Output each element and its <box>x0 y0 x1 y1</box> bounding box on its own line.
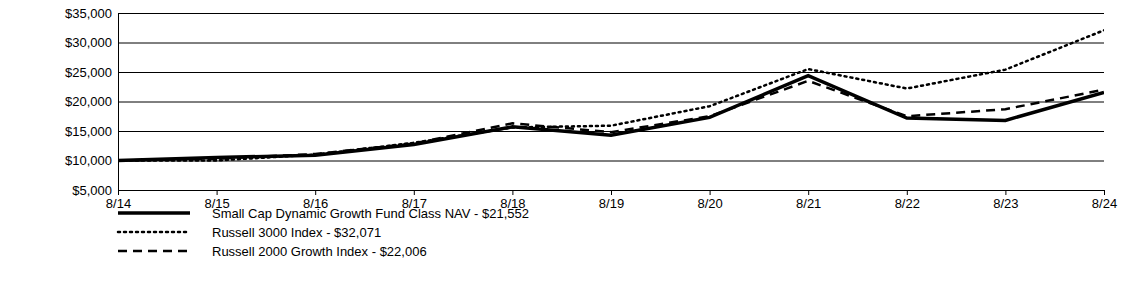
y-tick: $25,000 <box>65 65 1104 80</box>
x-tick-mark <box>315 190 316 195</box>
legend-swatch <box>118 211 190 215</box>
x-tick: 8/19 <box>599 190 624 211</box>
x-tick-label: 8/23 <box>993 196 1018 211</box>
x-tick-label: 8/21 <box>796 196 821 211</box>
x-tick: 8/14 <box>106 190 131 211</box>
x-tick-label: 8/22 <box>895 196 920 211</box>
legend: Small Cap Dynamic Growth Fund Class NAV … <box>118 206 529 259</box>
lines <box>118 30 1104 160</box>
legend-item: Russell 2000 Growth Index - $22,006 <box>118 244 427 259</box>
x-tick: 8/21 <box>796 190 821 211</box>
x-tick-mark <box>118 190 119 195</box>
x-tick: 8/22 <box>895 190 920 211</box>
legend-item: Small Cap Dynamic Growth Fund Class NAV … <box>118 206 529 221</box>
series-line <box>118 81 1104 161</box>
y-tick-label: $30,000 <box>65 35 112 50</box>
grid-line <box>118 13 1104 14</box>
x-tick-mark <box>808 190 809 195</box>
x-tick: 8/23 <box>993 190 1018 211</box>
legend-swatch <box>118 231 190 234</box>
legend-label: Small Cap Dynamic Growth Fund Class NAV … <box>212 206 529 221</box>
grid-line <box>118 72 1104 73</box>
y-tick-label: $20,000 <box>65 94 112 109</box>
x-tick-mark <box>1104 190 1105 195</box>
y-tick-label: $10,000 <box>65 153 112 168</box>
x-tick-mark <box>512 190 513 195</box>
y-axis: $5,000$10,000$15,000$20,000$25,000$30,00… <box>65 6 1104 198</box>
chart: $5,000$10,000$15,000$20,000$25,000$30,00… <box>0 0 1129 304</box>
grid-line <box>118 102 1104 103</box>
x-tick-label: 8/14 <box>106 196 131 211</box>
x-tick-label: 8/20 <box>697 196 722 211</box>
x-tick: 8/20 <box>697 190 722 211</box>
x-tick-mark <box>710 190 711 195</box>
y-tick: $20,000 <box>65 94 1104 109</box>
x-tick-mark <box>907 190 908 195</box>
grid-line <box>118 161 1104 162</box>
y-tick: $30,000 <box>65 35 1104 50</box>
x-tick: 8/24 <box>1092 190 1117 211</box>
x-tick-mark <box>611 190 612 195</box>
x-tick-mark <box>217 190 218 195</box>
y-tick-label: $25,000 <box>65 65 112 80</box>
x-tick-label: 8/24 <box>1092 196 1117 211</box>
series-line <box>118 30 1104 160</box>
y-tick-label: $35,000 <box>65 6 112 21</box>
series-line <box>118 76 1104 161</box>
x-tick-mark <box>1005 190 1006 195</box>
grid-line <box>118 43 1104 44</box>
legend-item: Russell 3000 Index - $32,071 <box>118 225 381 240</box>
x-tick-label: 8/19 <box>599 196 624 211</box>
legend-label: Russell 3000 Index - $32,071 <box>212 225 381 240</box>
x-tick-mark <box>414 190 415 195</box>
plot: $5,000$10,000$15,000$20,000$25,000$30,00… <box>65 6 1117 212</box>
legend-swatch <box>118 250 190 253</box>
y-tick: $35,000 <box>65 6 1104 21</box>
y-tick-label: $15,000 <box>65 124 112 139</box>
legend-label: Russell 2000 Growth Index - $22,006 <box>212 244 427 259</box>
